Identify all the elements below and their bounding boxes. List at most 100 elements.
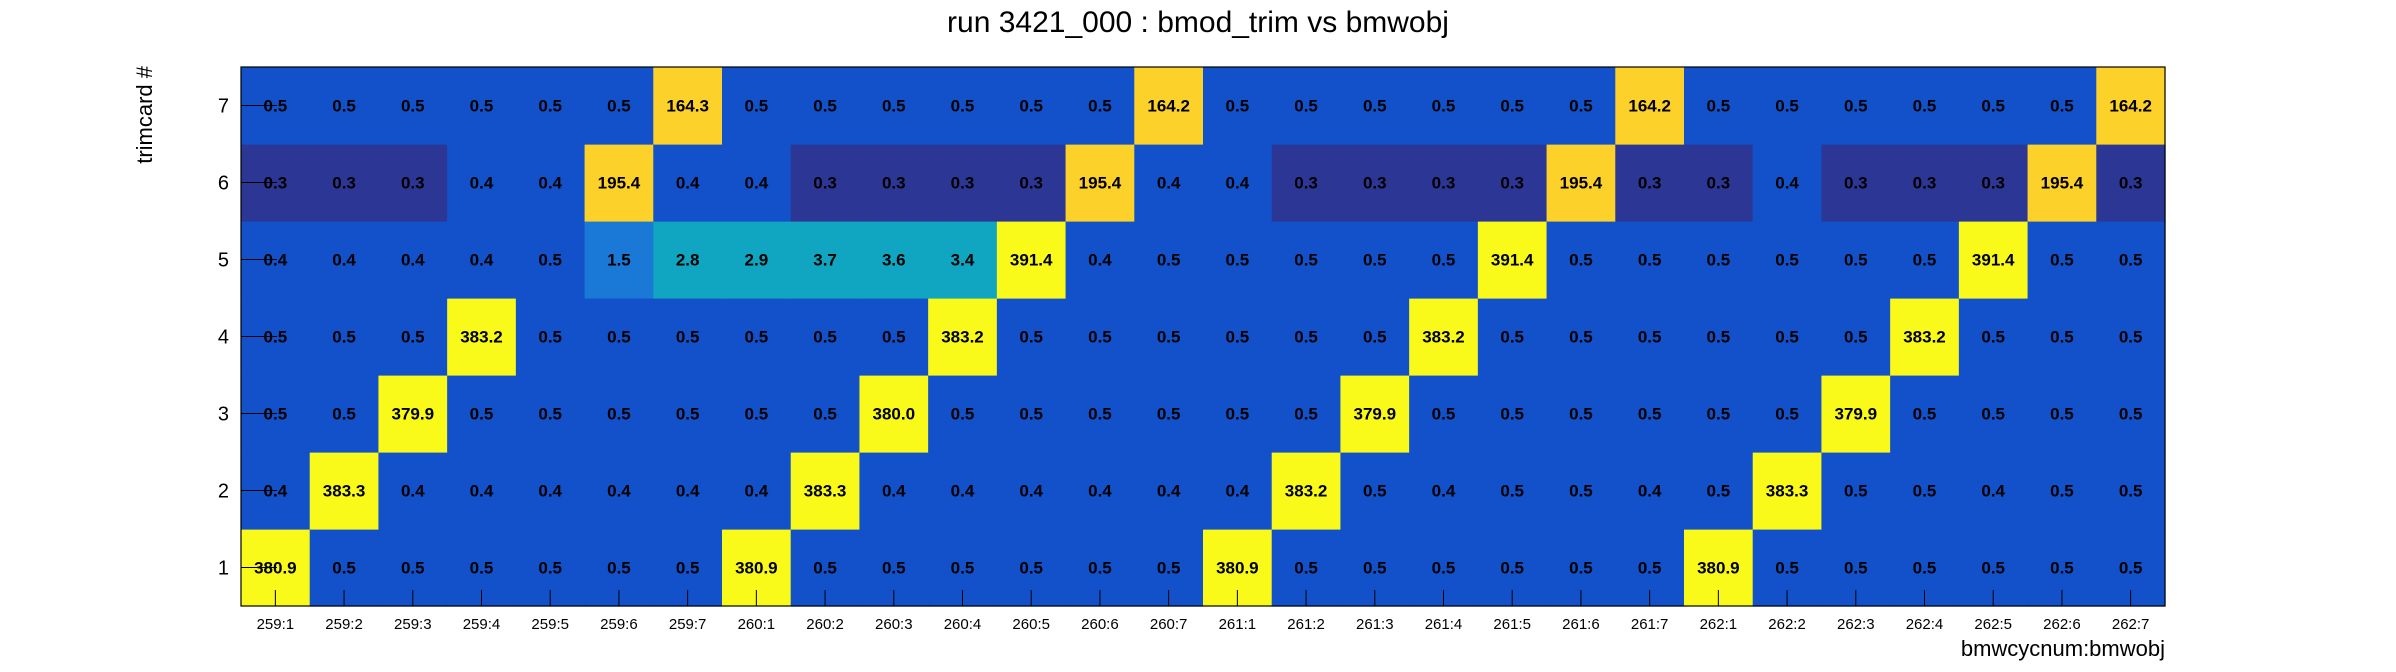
heatmap-cell bbox=[447, 67, 517, 145]
heatmap-cell bbox=[309, 221, 380, 299]
cell-value-label: 0.5 bbox=[882, 328, 906, 347]
cell-value-label: 0.5 bbox=[401, 97, 425, 116]
cell-value-label: 0.5 bbox=[676, 559, 700, 578]
cell-value-label: 0.5 bbox=[1500, 328, 1524, 347]
heatmap-cell bbox=[447, 298, 517, 376]
cell-value-label: 0.5 bbox=[1844, 97, 1868, 116]
heatmap-cell bbox=[1546, 452, 1616, 530]
x-tick-label: 262:6 bbox=[2043, 616, 2081, 633]
heatmap-cell bbox=[1134, 452, 1204, 530]
cell-value-label: 383.3 bbox=[804, 482, 847, 501]
cell-value-label: 383.3 bbox=[323, 482, 366, 501]
heatmap-cell bbox=[1821, 452, 1891, 530]
cell-value-label: 0.5 bbox=[332, 559, 356, 578]
heatmap-cell bbox=[996, 452, 1067, 530]
heatmap-cell bbox=[2096, 221, 2166, 299]
heatmap-cell bbox=[1821, 144, 1891, 222]
cell-value-label: 0.5 bbox=[332, 328, 356, 347]
cell-value-label: 0.3 bbox=[1913, 174, 1937, 193]
heatmap-cell bbox=[1409, 375, 1479, 453]
heatmap-cell-labels: 380.9 0.5 0.5 0.5 0.5 0.5 0.5 380.9 0.5 0.5 0.5 0.5… bbox=[254, 97, 2152, 578]
x-tick-label: 260:5 bbox=[1012, 616, 1050, 633]
heatmap-cell bbox=[1134, 221, 1204, 299]
cell-value-label: 0.5 bbox=[401, 559, 425, 578]
heatmap-cell bbox=[1203, 67, 1273, 145]
cell-value-label: 379.9 bbox=[1835, 405, 1878, 424]
cell-value-label: 0.5 bbox=[1638, 251, 1662, 270]
cell-value-label: 0.5 bbox=[951, 559, 975, 578]
heatmap-cell bbox=[859, 144, 929, 222]
cell-value-label: 0.5 bbox=[1775, 559, 1799, 578]
cell-value-label: 379.9 bbox=[392, 405, 435, 424]
heatmap-cell bbox=[1958, 375, 2029, 453]
heatmap-cell bbox=[1409, 298, 1479, 376]
cell-value-label: 0.4 bbox=[951, 482, 975, 501]
heatmap-cell bbox=[1615, 144, 1685, 222]
cell-value-label: 383.2 bbox=[460, 328, 503, 347]
cell-value-label: 0.5 bbox=[1569, 251, 1593, 270]
cell-value-label: 383.2 bbox=[1422, 328, 1465, 347]
cell-value-label: 0.5 bbox=[745, 97, 769, 116]
heatmap-cell bbox=[1477, 67, 1548, 145]
cell-value-label: 0.4 bbox=[1157, 174, 1181, 193]
cell-value-label: 0.4 bbox=[882, 482, 906, 501]
cell-value-label: 0.5 bbox=[745, 328, 769, 347]
cell-value-label: 0.5 bbox=[1088, 97, 1112, 116]
cell-value-label: 3.6 bbox=[882, 251, 906, 270]
heatmap-cell bbox=[1134, 144, 1204, 222]
cell-value-label: 0.5 bbox=[1363, 251, 1387, 270]
cell-value-label: 0.5 bbox=[2050, 482, 2074, 501]
cell-value-label: 0.5 bbox=[1088, 559, 1112, 578]
heatmap-cell bbox=[1271, 375, 1342, 453]
heatmap-cell bbox=[1271, 67, 1342, 145]
heatmap-cell bbox=[1615, 221, 1685, 299]
heatmap-cell bbox=[447, 221, 517, 299]
cell-value-label: 0.3 bbox=[1432, 174, 1456, 193]
heatmap-cell bbox=[928, 67, 998, 145]
heatmap-cell bbox=[378, 67, 448, 145]
cell-value-label: 0.5 bbox=[1157, 559, 1181, 578]
cell-value-label: 0.5 bbox=[1913, 251, 1937, 270]
cell-value-label: 0.4 bbox=[401, 251, 425, 270]
cell-value-label: 0.5 bbox=[1913, 97, 1937, 116]
heatmap-cell bbox=[1203, 144, 1273, 222]
heatmap-cell bbox=[790, 144, 861, 222]
heatmap-cell bbox=[1752, 144, 1823, 222]
cell-value-label: 0.5 bbox=[676, 405, 700, 424]
cell-value-label: 0.5 bbox=[1569, 559, 1593, 578]
cell-value-label: 3.4 bbox=[951, 251, 975, 270]
heatmap-cell bbox=[309, 452, 380, 530]
cell-value-label: 0.5 bbox=[2119, 405, 2143, 424]
chart-title: run 3421_000 : bmod_trim vs bmwobj bbox=[947, 6, 1449, 39]
x-tick-label: 260:3 bbox=[875, 616, 913, 633]
y-tick-label: 3 bbox=[218, 404, 229, 426]
heatmap-cell bbox=[1615, 67, 1685, 145]
cell-value-label: 0.5 bbox=[1294, 251, 1318, 270]
heatmap-cell bbox=[2027, 452, 2097, 530]
cell-value-label: 0.5 bbox=[2050, 559, 2074, 578]
cell-value-label: 0.5 bbox=[2119, 251, 2143, 270]
heatmap-cell bbox=[859, 67, 929, 145]
x-tick-label: 260:4 bbox=[944, 616, 982, 633]
heatmap-cell bbox=[584, 221, 654, 299]
cell-value-label: 0.5 bbox=[813, 97, 837, 116]
heatmap-cell bbox=[1821, 375, 1891, 453]
cell-value-label: 0.3 bbox=[1294, 174, 1318, 193]
heatmap-cell bbox=[1752, 452, 1823, 530]
cell-value-label: 0.5 bbox=[2050, 97, 2074, 116]
cell-value-label: 0.5 bbox=[538, 405, 562, 424]
heatmap-cell bbox=[309, 144, 380, 222]
cell-value-label: 0.4 bbox=[401, 482, 425, 501]
cell-value-label: 0.5 bbox=[607, 405, 631, 424]
cell-value-label: 0.5 bbox=[1844, 328, 1868, 347]
heatmap-cell bbox=[1546, 375, 1616, 453]
cell-value-label: 391.4 bbox=[1972, 251, 2015, 270]
heatmap-cell bbox=[1477, 144, 1548, 222]
cell-value-label: 383.2 bbox=[1285, 482, 1328, 501]
cell-value-label: 0.5 bbox=[1775, 251, 1799, 270]
cell-value-label: 0.4 bbox=[1432, 482, 1456, 501]
heatmap-cell bbox=[1409, 67, 1479, 145]
heatmap-cell bbox=[2096, 144, 2166, 222]
heatmap-cell bbox=[859, 221, 929, 299]
